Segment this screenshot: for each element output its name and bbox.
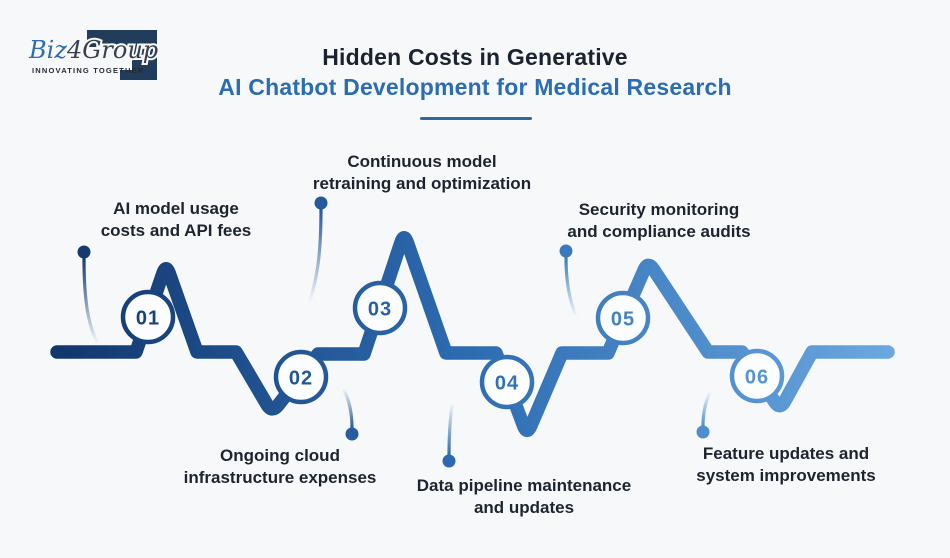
brand-logo-graphic: Biz4Group INNOVATING TOGETHER [26,30,160,80]
step-circle-5 [595,290,651,346]
connector-line-4 [447,402,454,457]
step-label-2-line-1: Ongoing cloud [220,446,340,465]
title-underline [420,117,532,120]
connector-line-6 [701,390,712,428]
step-number-5: 05 [611,309,635,331]
step-circle-2 [273,349,329,405]
step-label-5-line-2: and compliance audits [567,222,751,241]
step-label-5-line-1: Security monitoring [578,200,740,219]
step-label-3-line-2: retraining and optimization [312,174,532,193]
connector-line-3 [307,207,323,305]
step-number-3: 03 [368,299,392,321]
connector-dot-1 [77,245,91,259]
page-title: Hidden Costs in Generative AI Chatbot De… [0,42,950,102]
connector-dot-3 [314,196,328,210]
step-circle-4 [479,354,535,410]
logo-word-biz: Biz [28,36,67,64]
step-label-6-line-2: system improvements [696,466,876,485]
connector-dot-5 [559,244,573,258]
step-number-6: 06 [745,367,769,389]
step-label-6: Feature updates and system improvements [651,443,921,487]
step-label-1: AI model usage costs and API fees [51,198,301,242]
title-line-1: Hidden Costs in Generative [322,44,628,70]
step-label-3-line-1: Continuous model [347,152,497,171]
connector-dot-4 [442,454,456,468]
logo-word-4: 4 [66,36,82,64]
step-label-3: Continuous model retraining and optimiza… [282,151,562,195]
connector-line-2 [342,388,354,430]
step-label-5: Security monitoring and compliance audit… [524,199,794,243]
step-number-1: 01 [136,308,160,330]
connector-dot-6 [696,425,710,439]
step-label-4-line-2: and updates [473,498,575,517]
step-label-4-line-1: Data pipeline maintenance [416,476,632,495]
step-circle-1 [120,289,176,345]
heartbeat-wave-path [50,230,895,437]
step-label-2-line-2: infrastructure expenses [183,468,377,487]
step-label-1-line-1: AI model usage [113,199,239,218]
logo-bracket-shape [87,30,157,80]
connector-line-5 [564,255,578,319]
step-label-1-line-2: costs and API fees [100,221,252,240]
step-label-6-line-1: Feature updates and [702,444,870,463]
logo-tagline: INNOVATING TOGETHER [32,66,144,75]
step-circle-3 [352,280,408,336]
logo-wordmark: Biz4Group [28,36,158,64]
step-label-2: Ongoing cloud infrastructure expenses [150,445,410,489]
connector-dot-2 [345,427,359,441]
logo-word-group: Group [82,36,158,64]
step-number-2: 02 [289,368,313,390]
title-line-2: AI Chatbot Development for Medical Resea… [218,74,732,100]
step-circle-6 [729,348,785,404]
step-number-4: 04 [495,373,519,395]
step-label-4: Data pipeline maintenance and updates [384,475,664,519]
brand-logo: Biz4Group INNOVATING TOGETHER [25,10,175,90]
connector-line-1 [82,256,100,346]
